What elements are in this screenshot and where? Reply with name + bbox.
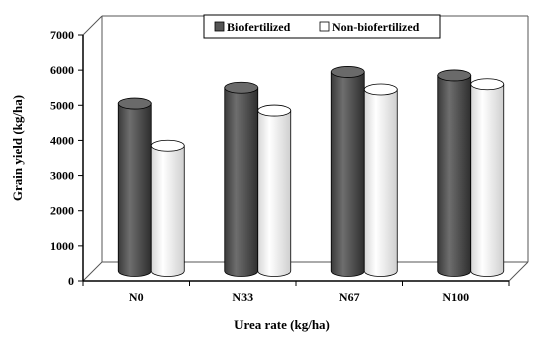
bar-top bbox=[257, 104, 292, 117]
bar-body bbox=[257, 110, 292, 277]
bars bbox=[117, 66, 505, 277]
legend-label-biofertilized: Biofertilized bbox=[227, 20, 291, 34]
y-axis-title: Grain yield (kg/ha) bbox=[10, 95, 25, 201]
bar-top bbox=[437, 69, 472, 82]
bar-top bbox=[363, 83, 398, 96]
bar-body bbox=[330, 71, 365, 277]
bar-non-biofertilized-n0 bbox=[150, 139, 185, 277]
y-tick-label: 6000 bbox=[50, 63, 74, 77]
bar-non-biofertilized-n67 bbox=[363, 83, 398, 277]
x-axis-title: Urea rate (kg/ha) bbox=[234, 317, 330, 332]
y-tick-label: 0 bbox=[68, 274, 74, 288]
bar-top bbox=[117, 97, 152, 110]
bar-biofertilized-n33 bbox=[224, 81, 259, 277]
y-tick-label: 5000 bbox=[50, 98, 74, 112]
bar-body bbox=[363, 89, 398, 277]
x-tick-label: N100 bbox=[442, 290, 469, 304]
bar-non-biofertilized-n100 bbox=[470, 78, 505, 277]
bar-biofertilized-n67 bbox=[330, 66, 365, 277]
bar-biofertilized-n0 bbox=[117, 97, 152, 277]
y-tick-label: 1000 bbox=[50, 239, 74, 253]
y-tick-label: 7000 bbox=[50, 28, 74, 42]
x-tick-label: N0 bbox=[129, 290, 144, 304]
legend-label-non-biofertilized: Non-biofertilized bbox=[332, 20, 420, 34]
floor-left-edge bbox=[82, 261, 103, 282]
x-tick-label: N67 bbox=[339, 290, 360, 304]
x-axis-ticks: N0 N33 N67 N100 bbox=[82, 281, 510, 304]
legend-swatch-non-biofertilized bbox=[319, 21, 330, 32]
legend-swatch-biofertilized bbox=[214, 21, 225, 32]
bar-body bbox=[437, 75, 472, 277]
y-tick-label: 3000 bbox=[50, 169, 74, 183]
bar-biofertilized-n100 bbox=[437, 69, 472, 277]
bar-body bbox=[470, 83, 505, 277]
y-axis-ticks: 0 1000 2000 3000 4000 5000 6000 7000 bbox=[50, 28, 83, 288]
y-tick-label: 2000 bbox=[50, 204, 74, 218]
bar-body bbox=[150, 145, 185, 277]
x-tick-label: N33 bbox=[232, 290, 253, 304]
legend: Biofertilized Non-biofertilized bbox=[203, 14, 441, 39]
bar-top bbox=[470, 78, 505, 91]
bar-top bbox=[330, 66, 365, 78]
bar-non-biofertilized-n33 bbox=[257, 104, 292, 277]
bar-top bbox=[224, 81, 259, 94]
floor-right-edge bbox=[508, 261, 529, 282]
bar-body bbox=[117, 103, 152, 277]
y-tick-label: 4000 bbox=[50, 133, 74, 147]
bar-body bbox=[224, 87, 259, 277]
side-top-edge bbox=[82, 15, 103, 36]
bar-top bbox=[150, 139, 185, 152]
